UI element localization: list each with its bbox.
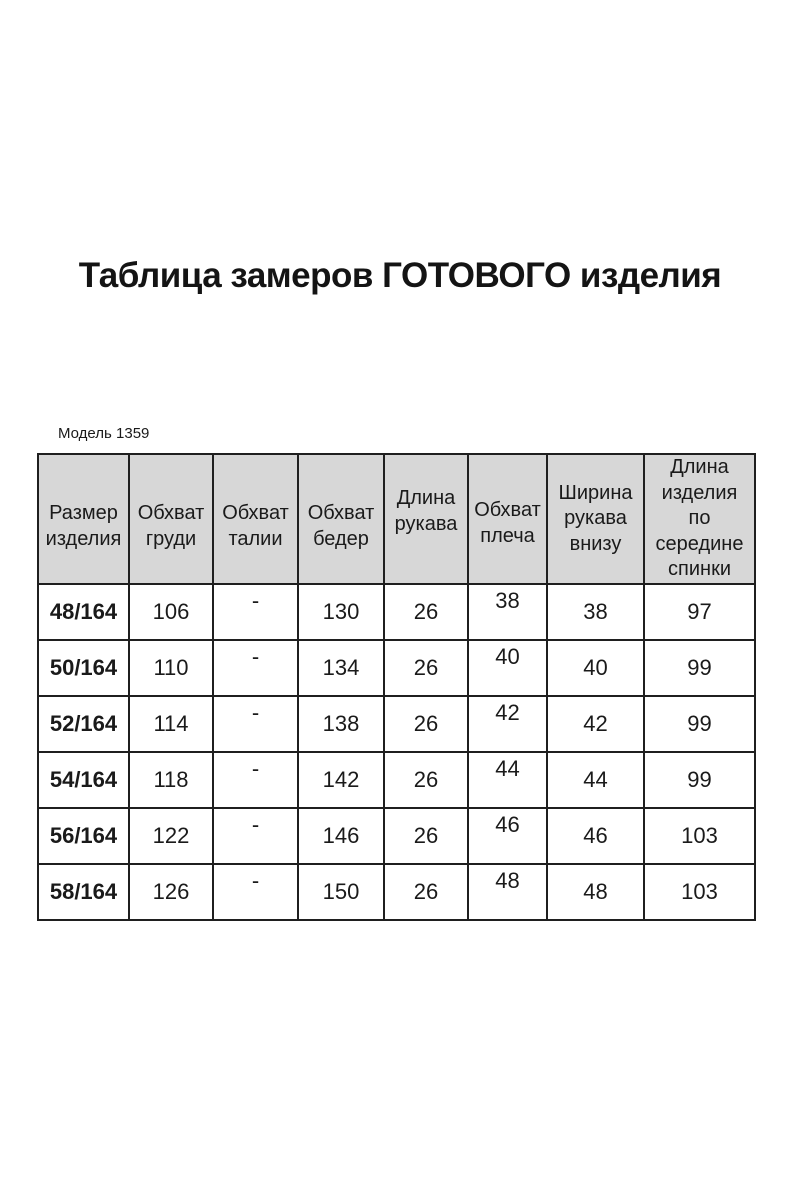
cell-hip-girth: 150	[297, 863, 385, 921]
header-waist-girth: Обхват талии	[212, 453, 299, 585]
header-row: Размер изделия Обхват груди Обхват талии…	[37, 453, 756, 585]
header-hip-girth: Обхват бедер	[297, 453, 385, 585]
cell-sleeve-length: 26	[383, 639, 469, 697]
cell-chest-girth: 114	[128, 695, 214, 753]
table-row-56-164: 56/164 122 - 146 26 46 46 103	[37, 807, 756, 865]
cell-sleeve-length: 26	[383, 807, 469, 865]
table-row-50-164: 50/164 110 - 134 26 40 40 99	[37, 639, 756, 697]
header-shoulder-girth: Обхват плеча	[467, 453, 548, 585]
table-body: 48/164 106 - 130 26 38 38 97 50/164 110 …	[37, 583, 756, 921]
cell-shoulder-girth: 46	[467, 807, 548, 865]
header-back-length: Длина изделия по середине спинки	[643, 453, 756, 585]
table-row-58-164: 58/164 126 - 150 26 48 48 103	[37, 863, 756, 921]
cell-back-length: 99	[643, 639, 756, 697]
cell-waist-girth: -	[212, 863, 299, 921]
cell-waist-girth: -	[212, 639, 299, 697]
page-title: Таблица замеров ГОТОВОГО изделия	[78, 256, 722, 295]
cell-sleeve-length: 26	[383, 695, 469, 753]
cell-waist-girth: -	[212, 807, 299, 865]
table-row-52-164: 52/164 114 - 138 26 42 42 99	[37, 695, 756, 753]
cell-sleeve-bottom-width: 42	[546, 695, 645, 753]
cell-waist-girth: -	[212, 751, 299, 809]
cell-back-length: 99	[643, 695, 756, 753]
header-chest-girth: Обхват груди	[128, 453, 214, 585]
cell-shoulder-girth: 44	[467, 751, 548, 809]
header-sleeve-bottom-width: Ширина рукава внизу	[546, 453, 645, 585]
cell-hip-girth: 142	[297, 751, 385, 809]
cell-chest-girth: 106	[128, 583, 214, 641]
cell-back-length: 99	[643, 751, 756, 809]
cell-hip-girth: 146	[297, 807, 385, 865]
cell-hip-girth: 134	[297, 639, 385, 697]
cell-size: 54/164	[37, 751, 130, 809]
cell-chest-girth: 110	[128, 639, 214, 697]
cell-chest-girth: 122	[128, 807, 214, 865]
cell-shoulder-girth: 40	[467, 639, 548, 697]
table-row-54-164: 54/164 118 - 142 26 44 44 99	[37, 751, 756, 809]
cell-sleeve-bottom-width: 46	[546, 807, 645, 865]
cell-back-length: 103	[643, 807, 756, 865]
cell-hip-girth: 130	[297, 583, 385, 641]
cell-size: 52/164	[37, 695, 130, 753]
cell-sleeve-bottom-width: 40	[546, 639, 645, 697]
cell-sleeve-length: 26	[383, 751, 469, 809]
table-row-48-164: 48/164 106 - 130 26 38 38 97	[37, 583, 756, 641]
cell-shoulder-girth: 38	[467, 583, 548, 641]
cell-waist-girth: -	[212, 695, 299, 753]
cell-waist-girth: -	[212, 583, 299, 641]
cell-sleeve-bottom-width: 44	[546, 751, 645, 809]
cell-size: 48/164	[37, 583, 130, 641]
cell-sleeve-length: 26	[383, 863, 469, 921]
table-header: Размер изделия Обхват груди Обхват талии…	[37, 453, 756, 585]
cell-back-length: 97	[643, 583, 756, 641]
cell-shoulder-girth: 48	[467, 863, 548, 921]
cell-size: 50/164	[37, 639, 130, 697]
cell-chest-girth: 126	[128, 863, 214, 921]
size-measurements-table: Размер изделия Обхват груди Обхват талии…	[37, 453, 756, 921]
cell-size: 56/164	[37, 807, 130, 865]
cell-sleeve-length: 26	[383, 583, 469, 641]
cell-shoulder-girth: 42	[467, 695, 548, 753]
cell-chest-girth: 118	[128, 751, 214, 809]
header-size: Размер изделия	[37, 453, 130, 585]
model-label: Модель 1359	[58, 425, 150, 442]
cell-hip-girth: 138	[297, 695, 385, 753]
cell-size: 58/164	[37, 863, 130, 921]
cell-sleeve-bottom-width: 38	[546, 583, 645, 641]
cell-back-length: 103	[643, 863, 756, 921]
header-sleeve-length: Длина рукава	[383, 453, 469, 585]
cell-sleeve-bottom-width: 48	[546, 863, 645, 921]
